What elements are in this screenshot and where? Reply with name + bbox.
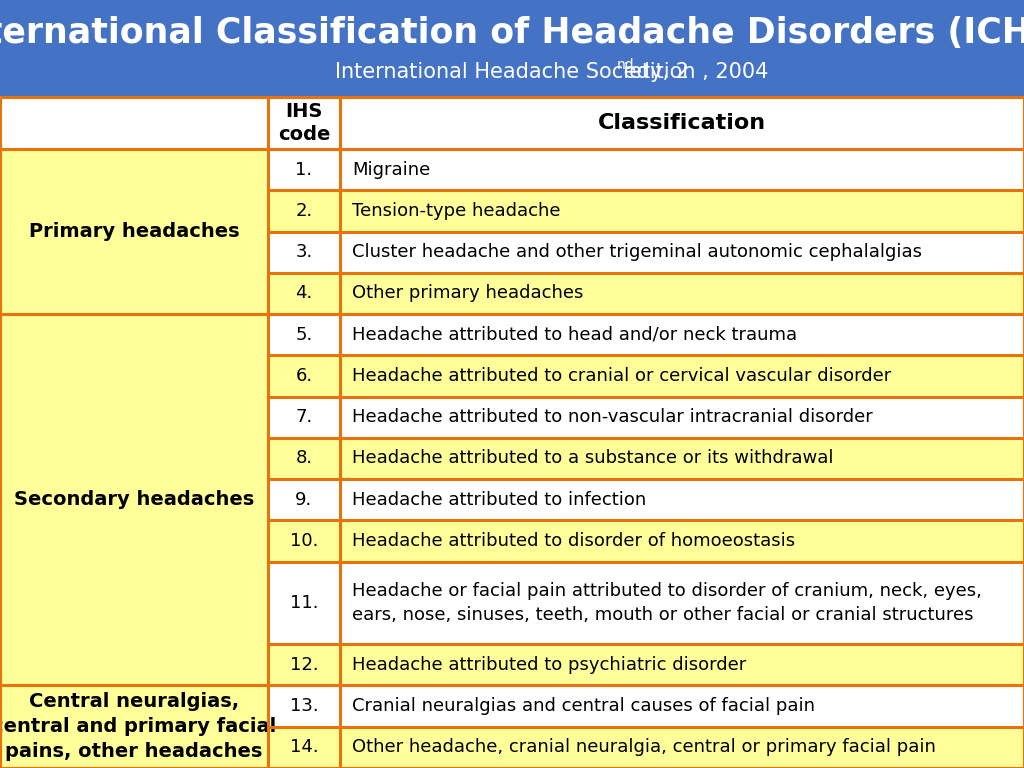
Bar	[340, 356, 1024, 396]
Bar	[340, 561, 1024, 644]
Bar	[340, 97, 1024, 149]
Text: Headache or facial pain attributed to disorder of cranium, neck, eyes,
ears, nos: Headache or facial pain attributed to di…	[352, 582, 982, 624]
Text: Primary headaches: Primary headaches	[29, 222, 240, 241]
Text: 11.: 11.	[290, 594, 318, 612]
Bar	[268, 686, 340, 727]
Text: Headache attributed to a substance or its withdrawal: Headache attributed to a substance or it…	[352, 449, 834, 468]
Text: Headache attributed to psychiatric disorder: Headache attributed to psychiatric disor…	[352, 656, 746, 674]
Bar	[268, 314, 340, 356]
Bar	[268, 273, 340, 314]
Text: Other primary headaches: Other primary headaches	[352, 284, 584, 303]
Bar	[268, 396, 340, 438]
Bar	[0, 0, 1024, 97]
Text: Migraine: Migraine	[352, 161, 430, 179]
Bar	[268, 727, 340, 768]
Text: 2.: 2.	[295, 202, 312, 220]
Bar	[0, 97, 268, 149]
Bar	[340, 479, 1024, 521]
Bar	[340, 231, 1024, 273]
Text: Secondary headaches: Secondary headaches	[14, 490, 254, 509]
Text: Central neuralgias,
central and primary facial
pains, other headaches: Central neuralgias, central and primary …	[0, 692, 276, 761]
Bar	[268, 479, 340, 521]
Bar	[268, 190, 340, 231]
Text: Headache attributed to disorder of homoeostasis: Headache attributed to disorder of homoe…	[352, 532, 795, 550]
Bar	[268, 356, 340, 396]
Text: Tension-type headache: Tension-type headache	[352, 202, 560, 220]
Text: Headache attributed to head and/or neck trauma: Headache attributed to head and/or neck …	[352, 326, 797, 344]
Text: Headache attributed to non-vascular intracranial disorder: Headache attributed to non-vascular intr…	[352, 409, 872, 426]
Text: 4.: 4.	[295, 284, 312, 303]
Bar	[340, 686, 1024, 727]
Text: 13.: 13.	[290, 697, 318, 715]
Text: 7.: 7.	[295, 409, 312, 426]
Text: 1.: 1.	[296, 161, 312, 179]
Text: Headache attributed to cranial or cervical vascular disorder: Headache attributed to cranial or cervic…	[352, 367, 891, 385]
Text: edition , 2004: edition , 2004	[617, 62, 768, 82]
Bar	[340, 396, 1024, 438]
Bar	[268, 231, 340, 273]
Text: IHS
code: IHS code	[278, 101, 330, 144]
Text: 6.: 6.	[296, 367, 312, 385]
Bar	[340, 149, 1024, 190]
Bar	[268, 644, 340, 686]
Text: 3.: 3.	[295, 243, 312, 261]
Bar	[0, 149, 268, 314]
Bar	[0, 314, 268, 686]
Text: 9.: 9.	[295, 491, 312, 508]
Text: Other headache, cranial neuralgia, central or primary facial pain: Other headache, cranial neuralgia, centr…	[352, 738, 936, 756]
Text: Headache attributed to infection: Headache attributed to infection	[352, 491, 646, 508]
Text: International Classification of Headache Disorders (ICHD): International Classification of Headache…	[0, 16, 1024, 50]
Bar	[340, 521, 1024, 561]
Text: 8.: 8.	[296, 449, 312, 468]
Text: nd: nd	[617, 58, 635, 72]
Text: 10.: 10.	[290, 532, 318, 550]
Bar	[268, 521, 340, 561]
Text: 14.: 14.	[290, 738, 318, 756]
Bar	[268, 149, 340, 190]
Text: 12.: 12.	[290, 656, 318, 674]
Bar	[268, 438, 340, 479]
Text: 5.: 5.	[295, 326, 312, 344]
Text: Cluster headache and other trigeminal autonomic cephalalgias: Cluster headache and other trigeminal au…	[352, 243, 922, 261]
Bar	[340, 190, 1024, 231]
Bar	[0, 97, 1024, 768]
Bar	[340, 644, 1024, 686]
Bar	[268, 561, 340, 644]
Bar	[340, 314, 1024, 356]
Text: International Headache Society, 2: International Headache Society, 2	[335, 62, 689, 82]
Text: Cranial neuralgias and central causes of facial pain: Cranial neuralgias and central causes of…	[352, 697, 815, 715]
Bar	[0, 686, 268, 768]
Bar	[340, 727, 1024, 768]
Bar	[340, 273, 1024, 314]
Bar	[268, 97, 340, 149]
Bar	[340, 438, 1024, 479]
Text: Classification: Classification	[598, 113, 766, 133]
